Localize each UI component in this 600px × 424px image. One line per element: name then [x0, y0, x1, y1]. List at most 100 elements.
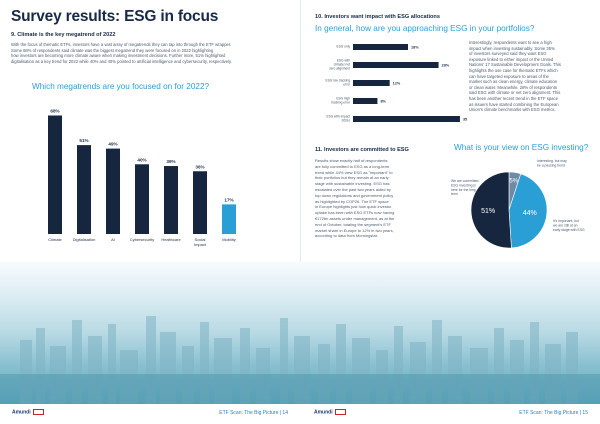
pie-value-label: 51%: [481, 208, 495, 215]
section-9-line: Some 68% of respondents said climate was…: [11, 47, 214, 53]
section-10-line: Union's climate benchmarks with ESG metr…: [469, 107, 556, 113]
section-10-text: Interestingly, respondents want to see a…: [469, 40, 597, 113]
section-11-line: trend while 44% view ESG as "important" …: [315, 169, 393, 175]
section-10-line: Nations' 17 Sustainable Development Goal…: [469, 62, 561, 68]
right-page-number: ETF Scan: The Big Picture | 15: [519, 410, 588, 416]
bar-value-label: 49%: [108, 142, 117, 147]
pie-slice-label: ESG investing is: [451, 183, 476, 187]
esg-view-question: What is your view on ESG investing?: [454, 143, 589, 152]
logo-text: Amundi: [12, 409, 31, 416]
section-10-line: said ESG with climate or net zero alignm…: [469, 90, 561, 96]
pie-slice-label: term: [451, 192, 458, 196]
bar: [135, 164, 149, 234]
pie-slice-label: here for the long: [451, 188, 476, 192]
logo-text: Amundi: [314, 409, 333, 416]
bar-value-label: 39%: [166, 159, 175, 164]
section-11-line: Results show exactly half of respondents: [315, 158, 388, 163]
section-11-line: as highlighted by COP26. The ETF space: [315, 198, 389, 204]
page-title: Survey results: ESG in focus: [11, 8, 219, 25]
left-page-number: ETF Scan: The Big Picture | 14: [219, 410, 288, 416]
hbar: [353, 44, 408, 50]
hbar-value-label: 12%: [393, 82, 401, 86]
hbar-value-label: 18%: [411, 46, 419, 50]
hbar: [353, 116, 460, 122]
section-11-line: their portfolios but they remain at an e…: [315, 175, 389, 181]
section-10-line: or clean water. Meanwhile, 28% of respon…: [469, 84, 557, 90]
pie-slice-label: Interesting, but may: [537, 159, 567, 163]
bar: [77, 145, 91, 234]
section-11-line: stage with sustainable investing. ESG ha…: [315, 181, 390, 187]
section-11-line: uptake has been with ESG ETFs now having: [315, 210, 395, 216]
hbar-value-label: 8%: [380, 100, 386, 104]
section-9-heading: 9. Climate is the key megatrend of 2022: [11, 32, 116, 38]
hbar-category-label: ESG high: [336, 97, 350, 101]
section-10-line: of investors surveyed said they want ESG: [469, 51, 547, 57]
category-label: Digitalisation: [73, 237, 96, 242]
category-label: Healthcare: [161, 237, 181, 242]
section-10-line: market such as clean energy, climate edu…: [469, 79, 558, 85]
category-label: Impact: [194, 242, 207, 247]
section-9-line: how investors are becoming more climate …: [11, 53, 226, 59]
section-11-line: end of October, totaling the segment's E…: [315, 221, 391, 227]
bar-value-label: 17%: [224, 197, 233, 202]
city-skyline-graphic: [0, 316, 600, 408]
hbar-category-label: error: [343, 83, 351, 87]
section-11-line: €172bn assets under management, as at th…: [315, 215, 395, 221]
bar: [193, 171, 207, 234]
logo-mark-icon: [32, 409, 44, 415]
bar-value-label: 68%: [50, 108, 59, 113]
pie-value-label: 44%: [523, 210, 537, 217]
right-footer: Amundi ETF Scan: The Big Picture | 15: [300, 404, 600, 424]
section-11-line: market share in Europe to 12% in two yea…: [315, 227, 394, 233]
pie-slice-label: early stage with ESG: [553, 228, 585, 232]
bar: [106, 148, 120, 234]
pie-slice-label: We are committed,: [451, 179, 479, 183]
bar: [222, 204, 236, 234]
section-10-line: highlights the use case for thematic ETF…: [469, 67, 558, 73]
bar-value-label: 51%: [79, 138, 88, 143]
megatrends-question: Which megatrends are you focused on for …: [32, 82, 210, 91]
hbar-category-label: zero alignment: [329, 67, 350, 71]
pie-slice: [508, 173, 548, 249]
section-11-line: in Europe highlights just how quick inve…: [315, 204, 392, 210]
hbar: [353, 62, 439, 68]
hbar-category-label: ESG with impact: [326, 115, 350, 119]
section-11-line: top down regulations and government poli…: [315, 192, 394, 198]
hbar-category-label: climate/ net: [334, 63, 350, 67]
hbar-category-label: ESG with: [337, 59, 351, 63]
amundi-logo: Amundi: [12, 409, 44, 415]
category-label: Social: [195, 237, 206, 242]
hbar-category-label: tracking error: [331, 101, 351, 105]
section-9-line: digitalisation as a key trend for 2022 w…: [11, 58, 232, 64]
city-skyline-image: [0, 262, 600, 408]
hbar-value-label: 28%: [442, 64, 450, 68]
category-label: Climate: [48, 237, 62, 242]
section-11-text: Results show exactly half of respondents…: [315, 158, 423, 239]
pie-slice: [470, 171, 512, 249]
category-label: AI: [111, 237, 115, 242]
section-9-line: With the focus of thematic ETFs, investo…: [11, 42, 232, 47]
section-10-line: as issuers have started combining the Eu…: [469, 101, 559, 107]
megatrends-bar-chart: 68% Climate 51% Digitalisation 49% AI 40% Cyber…: [48, 108, 236, 247]
section-9-text: With the focus of thematic ETFs, investo…: [11, 42, 296, 64]
hbar: [353, 98, 378, 104]
section-10-line: exposure linked to either impact or the …: [469, 56, 554, 62]
section-10-line: impact when investing sustainably. Some …: [469, 45, 555, 51]
category-label: Mobility: [222, 237, 236, 242]
section-11-line: escalated over the past two years aided …: [315, 186, 391, 192]
section-10-heading: 10. Investors want impact with ESG alloc…: [315, 14, 440, 20]
amundi-logo: Amundi: [314, 409, 346, 415]
pie-slice-label: be a passing trend: [537, 163, 565, 167]
section-10-line: can have targeted exposure to areas of t…: [469, 73, 549, 79]
pie-slice-label: It's important, but: [553, 219, 579, 223]
section-11-heading: 11. Investors are committed to ESG: [315, 147, 409, 153]
hbar: [353, 80, 390, 86]
category-label: Cybersecurity: [130, 237, 154, 242]
section-11-line: are fully committed to ESG as a long-ter…: [315, 163, 390, 169]
bar: [164, 166, 178, 234]
pie-value-label: 5%: [509, 178, 518, 184]
hbar-category-label: ESG low tracking: [326, 79, 351, 83]
logo-mark-icon: [334, 409, 346, 415]
hbar-value-label: 35%: [463, 118, 467, 122]
